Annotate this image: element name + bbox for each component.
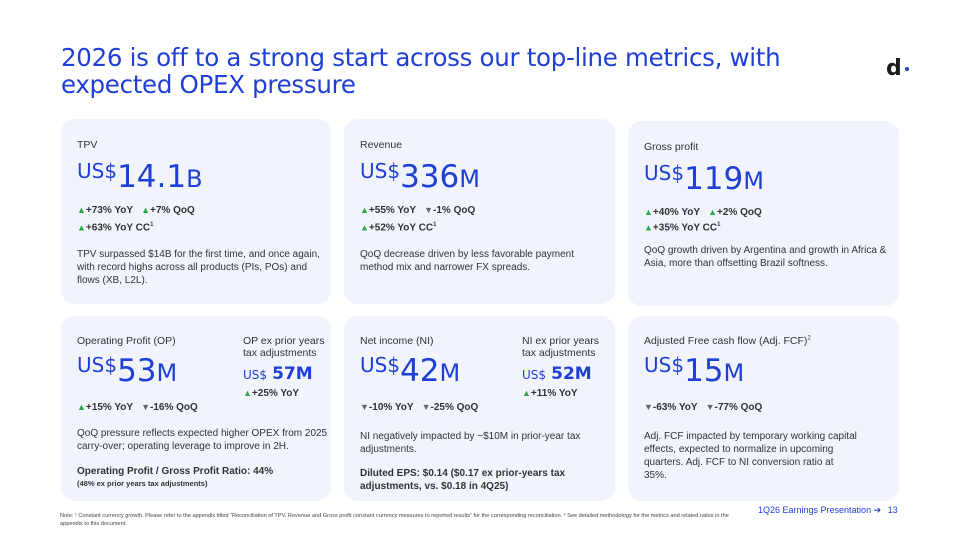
footnote: Note: ¹ Constant currency growth. Please… [60, 513, 729, 527]
ni-ex-tax-value: US$ 52M [522, 364, 592, 384]
net-income-card: Net income (NI) US$42M NI ex prior years… [344, 316, 615, 501]
ni-label: Net income (NI) [360, 335, 434, 347]
op-ex-tax-label: OP ex prior years tax adjustments [243, 335, 325, 359]
op-value: US$53M [77, 353, 178, 389]
revenue-card: Revenue US$336M ▲+55% YoY ▼-1% QoQ ▲+52% … [344, 119, 615, 304]
tpv-card: TPV US$14.1B ▲+73% YoY ▲+7% QoQ ▲+63% YoY… [61, 119, 331, 304]
op-ex-tax-delta: ▲+25% YoY [243, 388, 300, 399]
revenue-value: US$336M [360, 159, 480, 195]
arrow-right-icon: ➔ [873, 505, 882, 515]
gross-profit-deltas: ▲+40% YoY ▲+2% QoQ [644, 207, 762, 218]
gross-profit-card: Gross profit US$119M ▲+40% YoY ▲+2% QoQ ▲… [628, 121, 899, 306]
ni-description: NI negatively impacted by ~$10M in prior… [360, 431, 581, 455]
fcf-deltas: ▼-63% YoY ▼-77% QoQ [644, 402, 763, 413]
operating-profit-card: Operating Profit (OP) US$53M OP ex prior… [61, 316, 331, 501]
gross-profit-label: Gross profit [644, 141, 699, 153]
footer: 1Q26 Earnings Presentation ➔ 13 [758, 505, 898, 516]
fcf-value: US$15M [644, 353, 745, 389]
adj-fcf-card: Adjusted Free cash flow (Adj. FCF)2 US$1… [628, 316, 899, 501]
page-title: 2026 is off to a strong start across our… [61, 43, 781, 99]
fcf-description: Adj. FCF impacted by temporary working c… [644, 431, 857, 481]
revenue-description: QoQ decrease driven by less favorable pa… [360, 249, 574, 273]
gross-profit-cc-delta: ▲+35% YoY CC1 [644, 222, 721, 234]
op-gp-ratio: Operating Profit / Gross Profit Ratio: 4… [77, 466, 274, 477]
tpv-deltas: ▲+73% YoY ▲+7% QoQ [77, 205, 195, 216]
ni-value: US$42M [360, 353, 461, 389]
fcf-label: Adjusted Free cash flow (Adj. FCF)2 [644, 335, 811, 347]
ni-ex-tax-delta: ▲+11% YoY [522, 388, 578, 399]
op-description: QoQ pressure reflects expected higher OP… [77, 428, 328, 452]
revenue-label: Revenue [360, 139, 403, 151]
ni-deltas: ▼-10% YoY ▼-25% QoQ [360, 402, 479, 413]
tpv-label: TPV [77, 139, 98, 151]
revenue-deltas: ▲+55% YoY ▼-1% QoQ [360, 205, 476, 216]
gross-profit-description: QoQ growth driven by Argentina and growt… [644, 245, 887, 269]
ni-ex-tax-label: NI ex prior years tax adjustments [522, 335, 600, 359]
op-gp-ratio-note: (48% ex prior years tax adjustments) [77, 479, 208, 488]
op-deltas: ▲+15% YoY ▼-16% QoQ [77, 402, 198, 413]
company-logo: d [886, 58, 909, 80]
op-label: Operating Profit (OP) [77, 335, 176, 347]
tpv-cc-delta: ▲+63% YoY CC1 [77, 222, 154, 234]
gross-profit-value: US$119M [644, 161, 764, 197]
op-ex-tax-value: US$ 57M [243, 364, 313, 384]
diluted-eps: Diluted EPS: $0.14 ($0.17 ex prior-years… [360, 468, 566, 492]
revenue-cc-delta: ▲+52% YoY CC1 [360, 222, 437, 234]
footer-label: 1Q26 Earnings Presentation [758, 505, 872, 515]
page-number: 13 [887, 505, 898, 515]
tpv-value: US$14.1B [77, 159, 203, 195]
tpv-description: TPV surpassed $14B for the first time, a… [77, 249, 320, 286]
